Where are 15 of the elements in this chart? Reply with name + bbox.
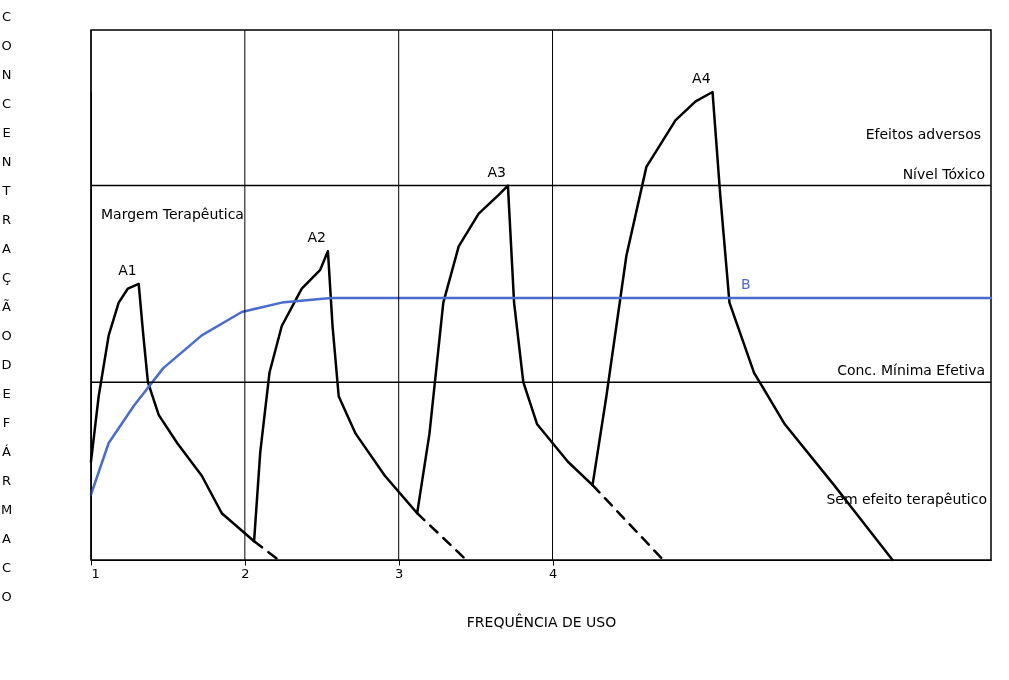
annotation: A3 (487, 163, 506, 180)
text: CONCENTRAÇÃO DE FÁRMACO (0, 8, 13, 604)
x-tick-label: 4 (548, 565, 558, 581)
x-tick-label: 1 (91, 565, 100, 581)
ref-line-label: Conc. Mínima Efetiva (837, 362, 985, 379)
annotation: A4 (692, 70, 711, 86)
x-tick-label: 3 (395, 565, 404, 581)
annotation: B (740, 275, 751, 292)
annotation: Margem Terapêutica (101, 206, 244, 222)
annotation: Efeitos adversos (865, 126, 981, 142)
x-axis-title: FREQUÊNCIA DE USO (466, 612, 617, 630)
annotation: A2 (307, 229, 326, 246)
x-tick-label: 2 (241, 565, 250, 581)
ref-line-label: Nível Tóxico (902, 165, 985, 182)
annotation: A1 (118, 261, 137, 278)
